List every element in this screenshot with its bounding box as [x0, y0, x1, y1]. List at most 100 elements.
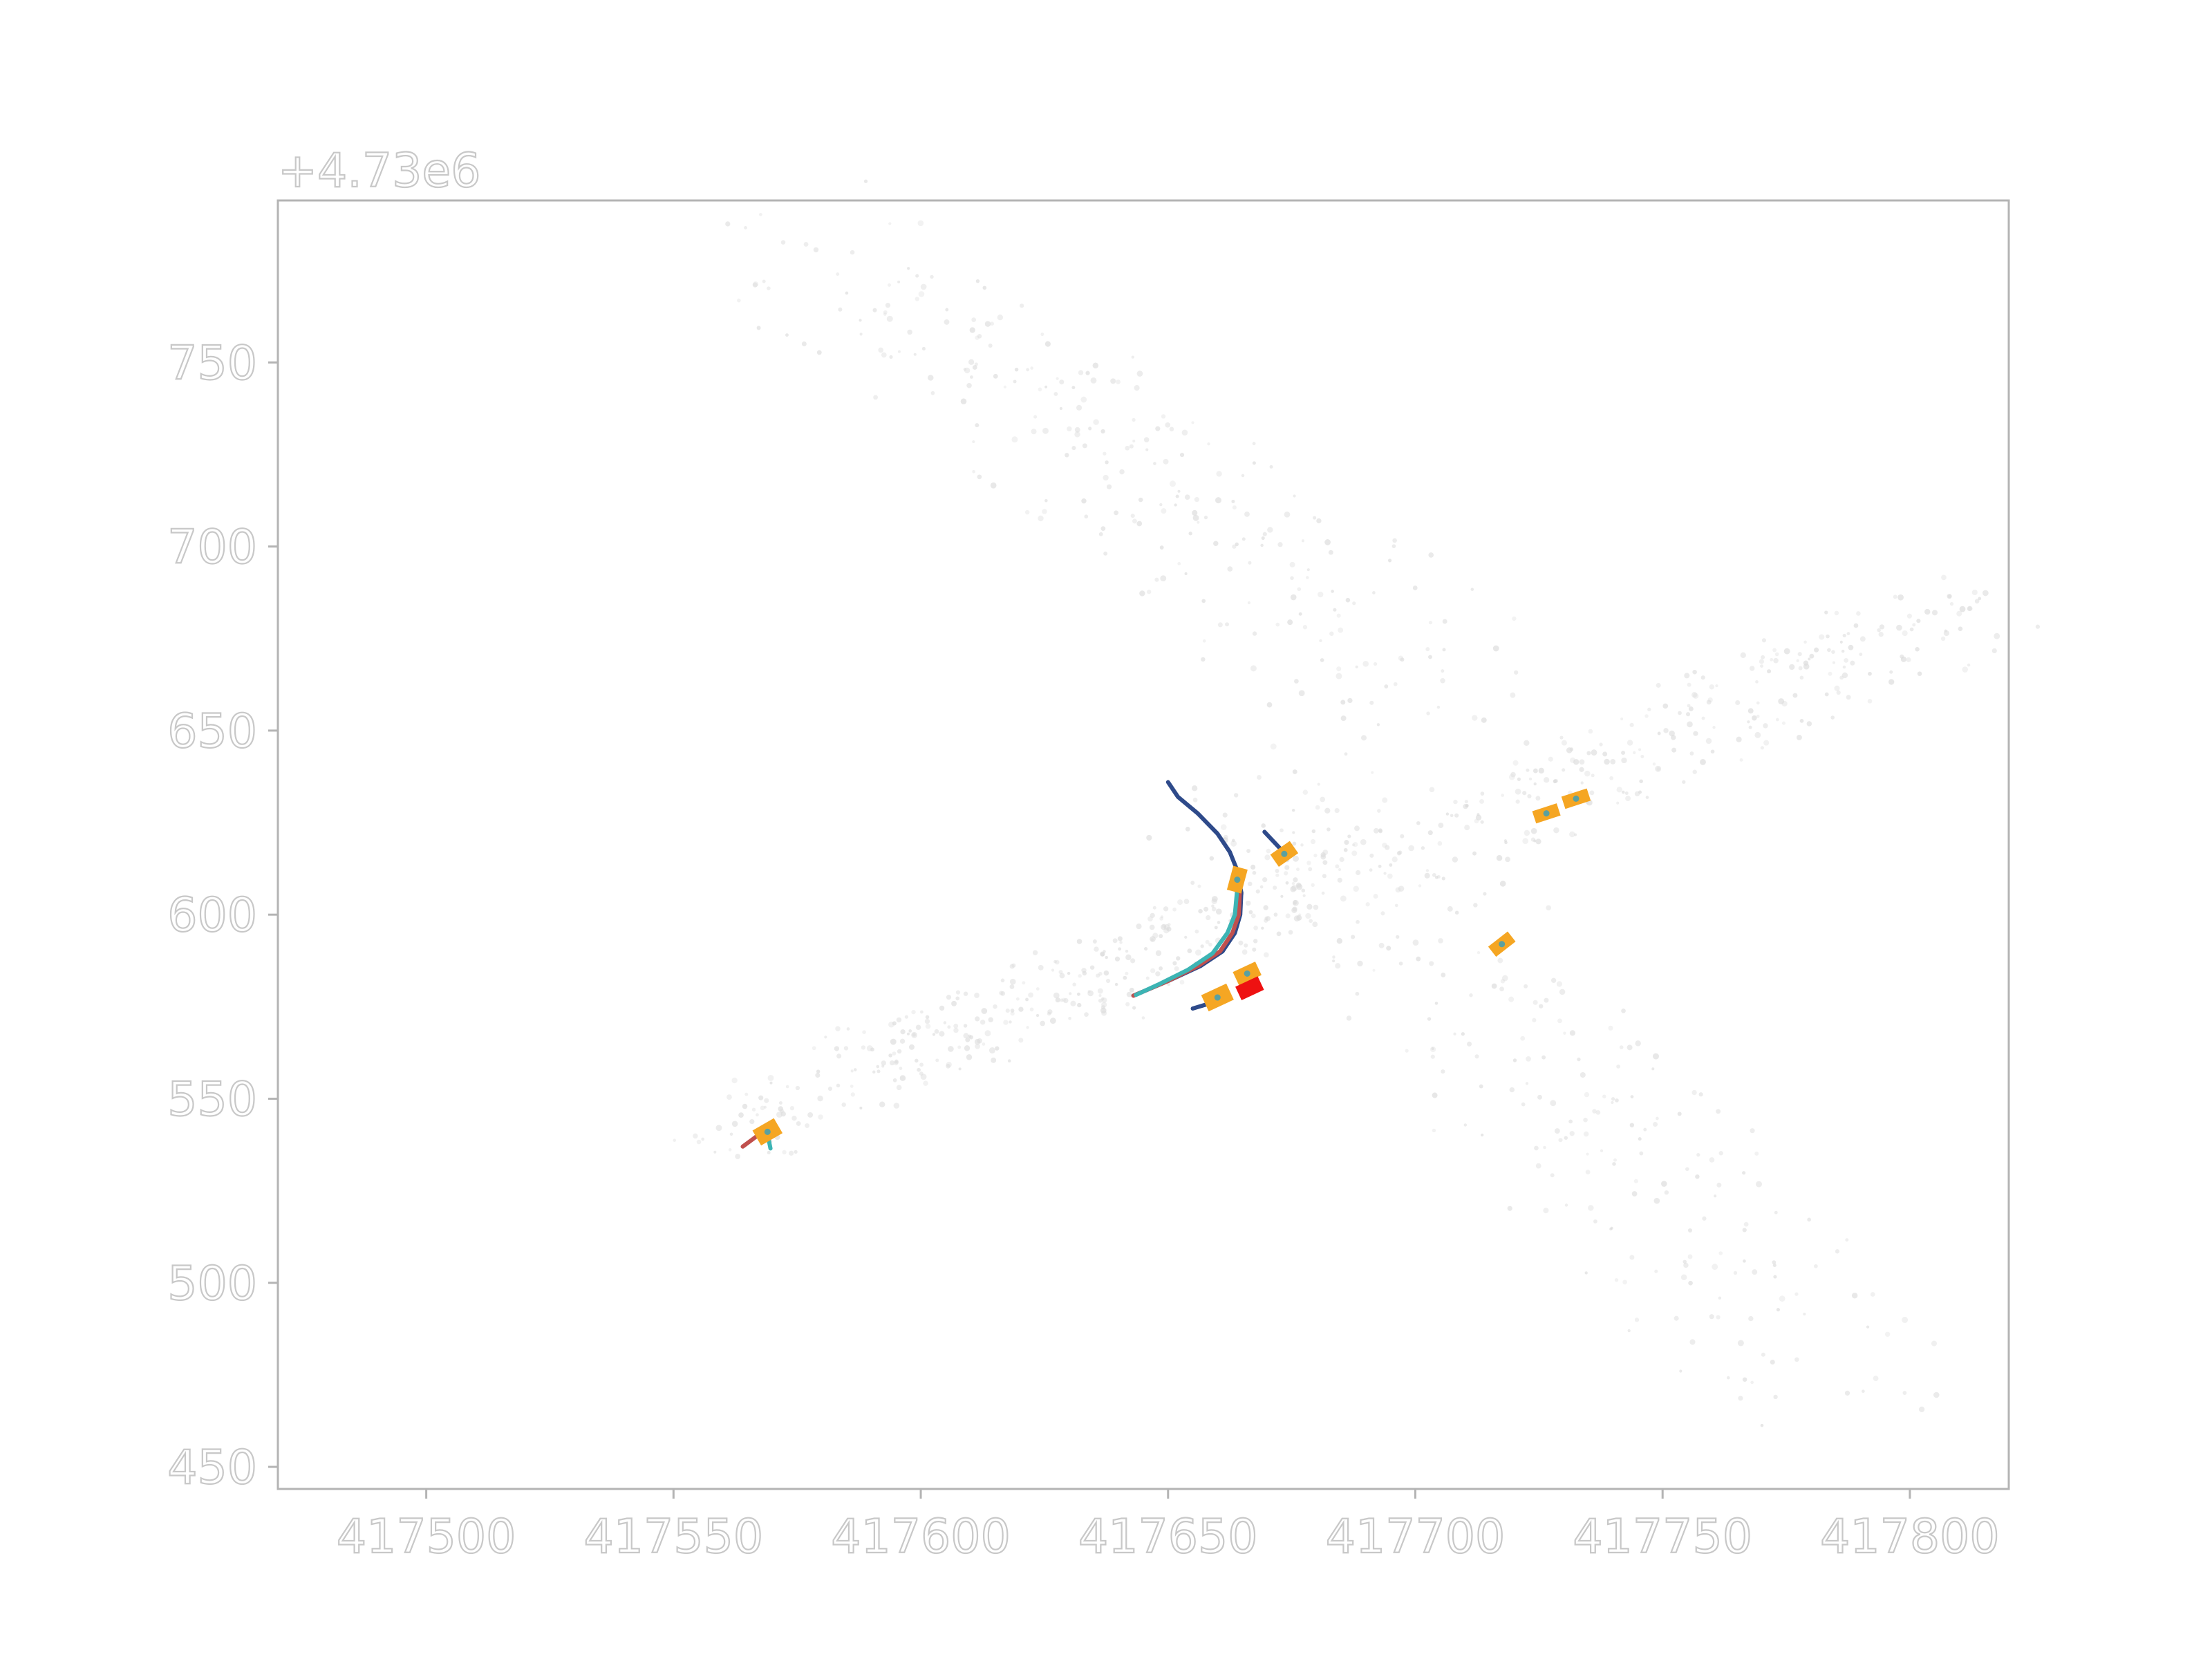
agent-center-marker — [1214, 994, 1221, 1001]
map-point — [1530, 827, 1537, 834]
map-point — [1700, 758, 1706, 765]
map-point — [1324, 807, 1331, 814]
map-point — [1709, 684, 1714, 690]
map-point — [1500, 979, 1506, 984]
map-point — [725, 221, 731, 227]
map-point — [1754, 1151, 1759, 1156]
map-point — [1469, 993, 1473, 997]
map-point — [1290, 594, 1297, 601]
map-point — [794, 1150, 798, 1154]
map-point — [1655, 765, 1662, 772]
agent-center-marker — [1234, 877, 1241, 883]
map-point — [1215, 497, 1221, 504]
map-point — [1559, 988, 1566, 995]
map-point — [1201, 657, 1206, 662]
map-point — [1796, 734, 1802, 740]
map-point — [1293, 877, 1298, 883]
map-point — [1783, 648, 1790, 655]
map-point — [1916, 619, 1921, 624]
map-point — [1866, 1325, 1870, 1329]
map-point — [1262, 532, 1267, 536]
map-point — [915, 297, 919, 301]
map-point — [812, 1046, 816, 1051]
map-point — [1310, 838, 1316, 845]
map-point — [1614, 1278, 1619, 1282]
map-point — [1184, 935, 1188, 939]
map-point — [925, 1023, 931, 1029]
map-point — [1290, 885, 1297, 892]
map-point — [1028, 992, 1033, 998]
map-point — [889, 355, 893, 359]
map-point — [1025, 997, 1029, 1002]
map-point — [1434, 875, 1438, 879]
map-point — [951, 1000, 957, 1006]
map-point — [816, 1069, 821, 1074]
map-point — [1076, 992, 1080, 996]
map-point — [1276, 931, 1282, 937]
map-point — [1090, 377, 1097, 384]
map-point — [1337, 877, 1342, 883]
map-point — [1132, 439, 1136, 443]
map-point — [1311, 829, 1316, 834]
map-point — [1994, 632, 2000, 639]
map-point — [1687, 1254, 1693, 1259]
map-point — [1944, 629, 1947, 632]
map-point — [1306, 861, 1311, 865]
map-point — [796, 1121, 801, 1126]
map-point — [1067, 971, 1071, 975]
map-point — [696, 1139, 702, 1145]
map-point — [1266, 702, 1273, 708]
map-point — [1220, 824, 1227, 830]
map-point — [1418, 884, 1422, 888]
map-point — [1510, 771, 1516, 778]
map-point — [1143, 437, 1150, 442]
map-point — [1842, 665, 1846, 669]
map-point — [1716, 1182, 1722, 1188]
map-point — [1380, 911, 1385, 916]
map-point — [801, 341, 807, 346]
map-point — [1525, 1082, 1529, 1085]
map-point — [1177, 562, 1181, 565]
map-point — [1351, 850, 1358, 856]
map-point — [1799, 675, 1804, 680]
map-point — [1716, 1109, 1721, 1114]
map-point — [1298, 690, 1305, 697]
map-point — [1208, 942, 1212, 947]
map-point — [1335, 673, 1342, 679]
map-point — [1579, 767, 1584, 772]
map-point — [1263, 905, 1268, 910]
map-point — [1166, 926, 1172, 932]
agent-boxes — [752, 788, 1591, 1146]
map-point — [1839, 640, 1843, 644]
map-point — [1627, 740, 1633, 746]
map-point — [827, 1086, 832, 1091]
map-point — [913, 353, 917, 356]
map-point — [1353, 841, 1358, 847]
map-point — [1169, 427, 1174, 432]
map-point — [1270, 743, 1277, 750]
map-point — [1967, 663, 1971, 667]
map-point — [1123, 975, 1127, 980]
map-point — [1553, 827, 1559, 834]
map-point — [1512, 760, 1519, 766]
map-point — [1103, 970, 1109, 976]
map-point — [1754, 731, 1761, 738]
map-point — [749, 1118, 755, 1125]
map-point — [1544, 997, 1549, 1003]
map-point — [1902, 630, 1908, 637]
map-point — [1434, 1002, 1438, 1005]
map-point — [1427, 1017, 1432, 1021]
map-point — [1533, 1000, 1538, 1005]
map-point — [975, 335, 980, 340]
map-point — [1126, 991, 1132, 997]
map-point — [1275, 873, 1280, 877]
map-point — [1583, 1131, 1589, 1137]
map-point — [1441, 877, 1445, 881]
map-point — [971, 317, 977, 322]
map-point — [1365, 902, 1370, 907]
agent-center-marker — [1543, 810, 1550, 817]
map-point — [1294, 679, 1299, 684]
map-point — [1355, 870, 1361, 876]
map-point — [1548, 756, 1553, 762]
map-point — [975, 279, 980, 283]
